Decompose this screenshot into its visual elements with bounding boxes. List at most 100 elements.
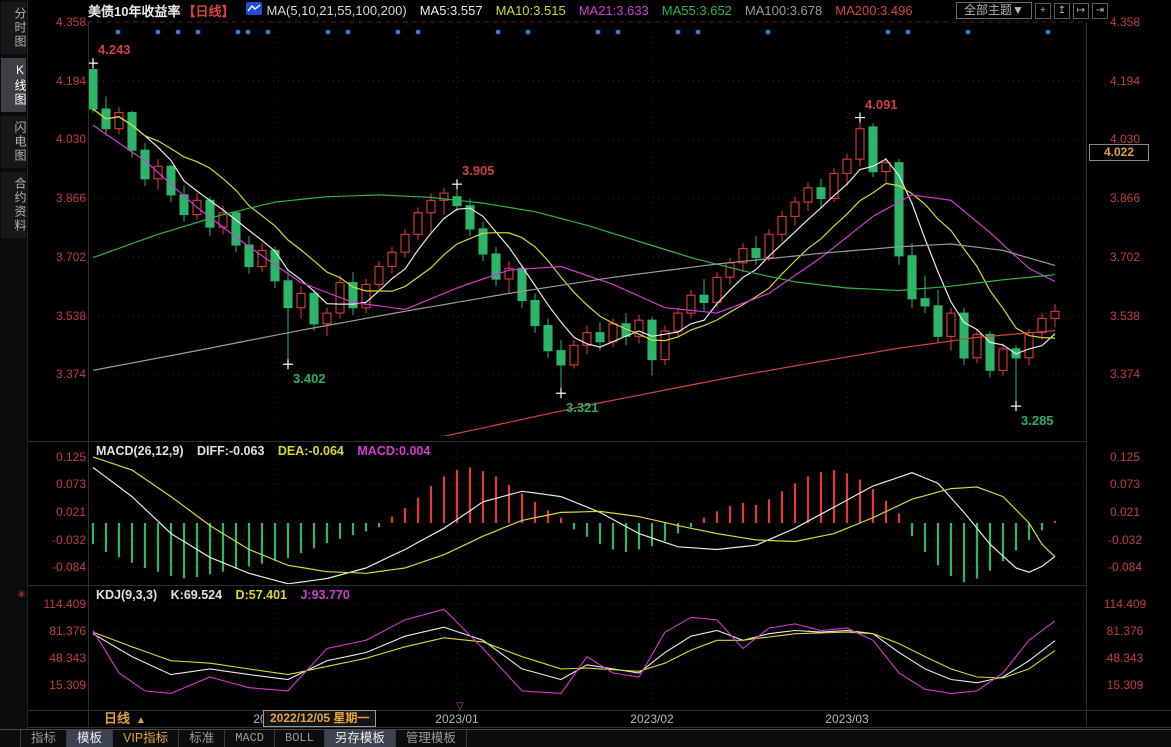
candle-up <box>634 319 644 337</box>
macd-dif-line <box>92 467 1056 584</box>
candle-up <box>439 192 449 201</box>
candle-up <box>504 267 514 280</box>
event-dot-icon <box>965 29 971 35</box>
candle-up <box>660 330 670 361</box>
candle-down <box>309 292 319 325</box>
crosshair-move-icon[interactable]: + <box>1034 2 1051 19</box>
tab-template[interactable]: 模板 <box>67 730 114 747</box>
panel-divider <box>28 710 1171 711</box>
candle-down <box>907 255 917 300</box>
macd-dea-line <box>92 456 1056 574</box>
candle-down <box>465 205 475 230</box>
ma-value: MA200:3.496 <box>835 2 913 18</box>
price-tick-right: 4.030 <box>1109 132 1141 147</box>
candle-up <box>998 348 1008 371</box>
candle-up <box>582 332 592 346</box>
candle-down <box>595 332 605 343</box>
theme-dropdown[interactable]: 全部主题▼ <box>956 2 1032 19</box>
crosshair-price-label: 4.022 <box>1089 144 1149 161</box>
y-axis-scale-icon[interactable]: ↥ <box>1053 2 1070 19</box>
candle-up <box>569 344 579 366</box>
event-dot-icon <box>195 29 201 35</box>
candle-up <box>842 158 852 174</box>
panel-divider <box>28 585 1086 586</box>
candle-up <box>114 112 124 130</box>
price-tick-right: 4.194 <box>1109 73 1141 88</box>
tab-macd[interactable]: MACD <box>225 730 276 747</box>
candle-down <box>348 282 358 309</box>
event-dot-icon <box>1045 29 1051 35</box>
kdj-tick-right: 15.309 <box>1106 677 1144 692</box>
tab-indicators[interactable]: 指标 <box>20 730 68 747</box>
kdj-tick-left: 48.343 <box>49 650 86 665</box>
candle-down <box>985 333 995 371</box>
candle-down <box>959 312 969 359</box>
macd-params: MACD(26,12,9) <box>96 444 184 458</box>
candle-up <box>361 283 371 309</box>
price-tick-left: 4.030 <box>55 132 86 147</box>
indicator-settings-icon[interactable]: ✳ <box>17 589 27 601</box>
sidebar-item-contract-info[interactable]: 合约资料 <box>1 172 27 238</box>
popout-window-icon[interactable]: ⇥ <box>1091 2 1108 19</box>
candle-down <box>491 253 501 280</box>
candle-up <box>738 248 748 264</box>
event-dot-icon <box>595 29 601 35</box>
event-dot-icon <box>245 29 251 35</box>
candle-down <box>517 267 527 302</box>
price-tick-left: 3.374 <box>55 367 86 382</box>
candle-down <box>751 248 761 259</box>
kdj-tick-left: 114.409 <box>43 597 87 611</box>
kdj-k-value: K:69.524 <box>170 588 223 602</box>
candle-up <box>855 128 865 160</box>
ma-line-ma5 <box>92 108 1056 355</box>
event-dot-icon <box>265 29 271 35</box>
sidebar-item-timeshare-chart[interactable]: 分时图 <box>1 2 27 54</box>
price-tick-left: 3.538 <box>55 308 86 323</box>
ma-legend-icon <box>246 2 263 18</box>
sidebar-item-flash-chart[interactable]: 闪电图 <box>1 116 27 168</box>
candle-up <box>946 312 956 337</box>
tab-standard[interactable]: 标准 <box>179 730 226 747</box>
price-annotation: 3.402 <box>293 371 326 387</box>
header-toolbar: 全部主题▼ + ↥ ↦ ⇥ <box>956 2 1108 19</box>
candle-down <box>556 350 566 366</box>
candle-down <box>699 294 709 303</box>
tab-manage-template[interactable]: 管理模板 <box>396 730 467 747</box>
price-tick-right: 3.702 <box>1109 249 1141 264</box>
toolbar-icons: + ↥ ↦ ⇥ <box>1032 2 1108 19</box>
candle-up <box>322 312 332 325</box>
kdj-tick-right: 48.343 <box>1106 650 1144 665</box>
period-label: 日线 <box>104 711 131 726</box>
price-annotation: 4.243 <box>98 42 131 58</box>
candle-up <box>296 292 306 309</box>
tab-boll[interactable]: BOLL <box>275 730 325 747</box>
candle-down <box>543 325 553 352</box>
event-dot-icon <box>345 29 351 35</box>
x-axis-scale-icon[interactable]: ↦ <box>1072 2 1089 19</box>
candle-down <box>127 112 137 151</box>
macd-tick-left: -0.084 <box>51 560 86 575</box>
event-dot-icon <box>885 29 891 35</box>
kdj-j-value: J:93.770 <box>300 588 350 602</box>
tab-vip-indicators[interactable]: VIP指标 <box>113 730 180 747</box>
macd-tick-right: 0.073 <box>1109 477 1141 492</box>
x-axis-label: 2023/01 <box>435 712 479 726</box>
ma-line-ma10 <box>92 108 1056 342</box>
sidebar-item-kline-chart[interactable]: K线图 <box>1 58 27 112</box>
event-dot-icon <box>525 29 531 35</box>
event-dot-icon <box>495 29 501 35</box>
macd-header: MACD(26,12,9) DIFF:-0.063 DEA:-0.064 MAC… <box>96 444 430 458</box>
candle-up <box>1050 310 1060 320</box>
macd-tick-right: 0.125 <box>1109 449 1141 464</box>
tab-save-template[interactable]: 另存模板 <box>324 730 396 747</box>
event-dot-icon <box>415 29 421 35</box>
kdj-header: KDJ(9,3,3) K:69.524 D:57.401 J:93.770 <box>96 588 350 602</box>
chart-plot-area[interactable] <box>88 22 1086 710</box>
chevron-up-icon: ▲ <box>136 715 146 726</box>
price-tick-left: 4.194 <box>55 73 86 88</box>
chart-header: 美债10年收益率 【日线】 MA(5,10,21,55,100,200) MA5… <box>88 0 913 20</box>
price-tick-right: 4.358 <box>1109 15 1141 29</box>
ma-value: MA10:3.515 <box>495 2 566 18</box>
price-tick-right: 3.374 <box>1109 367 1141 382</box>
kdj-d-line <box>92 631 1056 679</box>
